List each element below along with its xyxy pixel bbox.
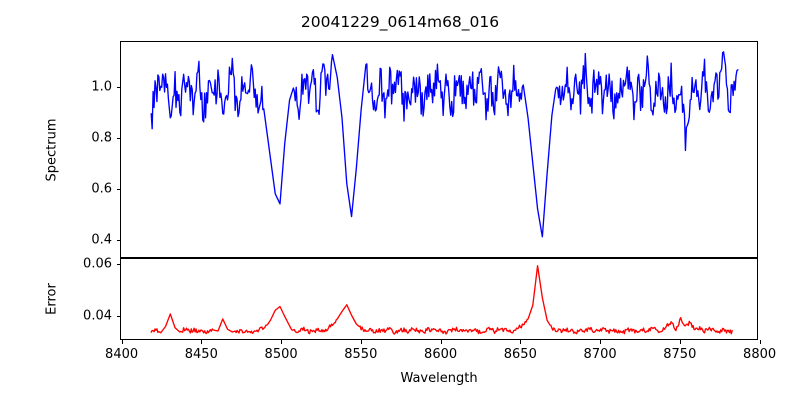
y-tick-label-error-0: 0.04 [83, 308, 112, 324]
y-tick-error-0 [116, 315, 120, 317]
x-axis-label-wavelength: Wavelength [400, 371, 478, 386]
spectrum-series-line [121, 42, 757, 257]
spectrum-plot-area [120, 41, 758, 258]
x-tick-6 [600, 340, 602, 344]
x-tick-1 [201, 340, 203, 344]
x-tick-label-3: 8550 [344, 347, 378, 362]
x-tick-5 [520, 340, 522, 344]
x-tick-4 [440, 340, 442, 344]
x-tick-0 [121, 340, 123, 344]
x-tick-7 [679, 340, 681, 344]
x-tick-label-6: 8700 [583, 347, 617, 362]
x-tick-8 [759, 340, 761, 344]
x-tick-2 [281, 340, 283, 344]
y-tick-spectrum-3 [116, 87, 120, 89]
y-axis-label-error: Error [44, 283, 60, 315]
x-tick-label-1: 8450 [184, 347, 218, 362]
y-tick-label-spectrum-0: 0.4 [91, 232, 112, 248]
x-tick-3 [360, 340, 362, 344]
y-tick-label-spectrum-1: 0.6 [91, 181, 112, 197]
y-tick-spectrum-1 [116, 189, 120, 191]
x-tick-label-4: 8600 [424, 347, 458, 362]
error-plot-area [120, 258, 758, 340]
y-tick-label-error-1: 0.06 [83, 256, 112, 272]
x-tick-label-7: 8750 [663, 347, 697, 362]
y-tick-label-spectrum-3: 1.0 [91, 79, 112, 95]
y-tick-label-spectrum-2: 0.8 [91, 130, 112, 146]
x-tick-label-5: 8650 [503, 347, 537, 362]
y-tick-error-1 [116, 264, 120, 266]
page-title: 20041229_0614m68_016 [300, 13, 500, 31]
y-axis-label-spectrum: Spectrum [44, 118, 60, 181]
x-tick-label-2: 8500 [264, 347, 298, 362]
error-series-line [121, 259, 757, 339]
x-tick-label-8: 8800 [743, 347, 777, 362]
y-tick-spectrum-0 [116, 240, 120, 242]
x-tick-label-0: 8400 [105, 347, 139, 362]
y-tick-spectrum-2 [116, 138, 120, 140]
